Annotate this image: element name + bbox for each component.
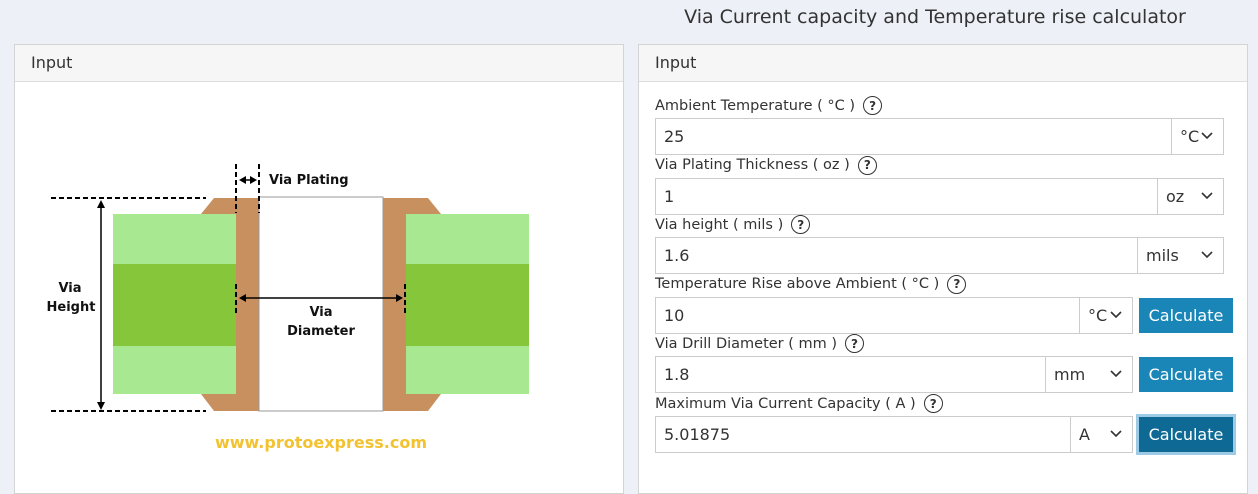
chevron bbox=[1110, 311, 1122, 318]
label-text: Maximum Via Current Capacity ( A ) bbox=[655, 395, 916, 412]
text-input[interactable]: 25 bbox=[655, 118, 1172, 155]
chevron bbox=[1110, 370, 1122, 378]
calculate-button[interactable]: Calculate bbox=[1139, 357, 1233, 393]
calculate-button[interactable]: Calculate bbox=[1136, 414, 1236, 455]
page-title: Via Current capacity and Temperature ris… bbox=[684, 6, 1186, 28]
unit-text: mils bbox=[1146, 246, 1179, 266]
text-input[interactable]: 1.6 bbox=[655, 237, 1138, 275]
help-icon[interactable]: ? bbox=[845, 334, 865, 354]
left-panel: Input Via Plating Via Height Via Diamete… bbox=[14, 44, 624, 494]
text-input[interactable]: 5.01875 bbox=[655, 416, 1071, 453]
unit-text: °C bbox=[1180, 127, 1200, 146]
diameter-label: Via bbox=[309, 305, 332, 320]
text-input[interactable]: 10 bbox=[655, 296, 1080, 334]
field-label: Via height ( mils )? bbox=[655, 215, 811, 235]
text-input[interactable]: 1.8 bbox=[655, 356, 1046, 394]
field-label: Ambient Temperature ( °C )? bbox=[655, 96, 883, 115]
plating-label: Via Plating bbox=[269, 173, 349, 188]
text-input[interactable]: 1 bbox=[655, 177, 1158, 215]
unit-text: mm bbox=[1054, 365, 1086, 385]
unit-text: °C bbox=[1088, 305, 1108, 325]
help-icon[interactable]: ? bbox=[947, 274, 967, 294]
via-diagram: Via Plating Via Height Via Diameter www.… bbox=[47, 164, 529, 452]
diameter-label: Diameter bbox=[287, 324, 355, 339]
unit-select[interactable]: °C bbox=[1172, 118, 1224, 155]
panel-heading: Input bbox=[15, 45, 623, 82]
height-label: Height bbox=[47, 300, 96, 315]
help-icon[interactable]: ? bbox=[791, 215, 811, 235]
field-label: Via Drill Diameter ( mm )? bbox=[655, 334, 865, 354]
unit-text: oz bbox=[1166, 186, 1185, 206]
page: Via Current capacity and Temperature ris… bbox=[14, 6, 1248, 494]
unit-select[interactable]: mils bbox=[1138, 237, 1224, 275]
help-icon[interactable]: ? bbox=[923, 394, 943, 413]
label-text: Via Plating Thickness ( oz ) bbox=[655, 157, 850, 174]
chevron bbox=[1110, 430, 1122, 438]
field-label: Via Plating Thickness ( oz )? bbox=[655, 155, 877, 175]
label-text: Ambient Temperature ( °C ) bbox=[655, 97, 856, 114]
chevron bbox=[1201, 251, 1213, 259]
calculate-button[interactable]: Calculate bbox=[1139, 297, 1233, 333]
website: www.protoexpress.com bbox=[215, 433, 427, 452]
label-text: Via Drill Diameter ( mm ) bbox=[655, 335, 838, 352]
unit-select[interactable]: oz bbox=[1158, 177, 1224, 215]
chevron bbox=[1201, 132, 1213, 140]
unit-select[interactable]: °C bbox=[1080, 296, 1133, 334]
chevron bbox=[1201, 192, 1213, 199]
label-text: Via height ( mils ) bbox=[655, 216, 784, 233]
field-label: Maximum Via Current Capacity ( A )? bbox=[655, 394, 943, 413]
height-label: Via bbox=[58, 281, 81, 296]
panel-heading: Input bbox=[639, 45, 1247, 82]
unit-text: A bbox=[1079, 425, 1090, 444]
unit-select[interactable]: A bbox=[1071, 416, 1133, 453]
label-text: Temperature Rise above Ambient ( °C ) bbox=[655, 276, 940, 293]
field-label: Temperature Rise above Ambient ( °C )? bbox=[655, 274, 967, 294]
help-icon[interactable]: ? bbox=[857, 155, 877, 175]
help-icon[interactable]: ? bbox=[863, 96, 883, 115]
unit-select[interactable]: mm bbox=[1046, 356, 1133, 394]
